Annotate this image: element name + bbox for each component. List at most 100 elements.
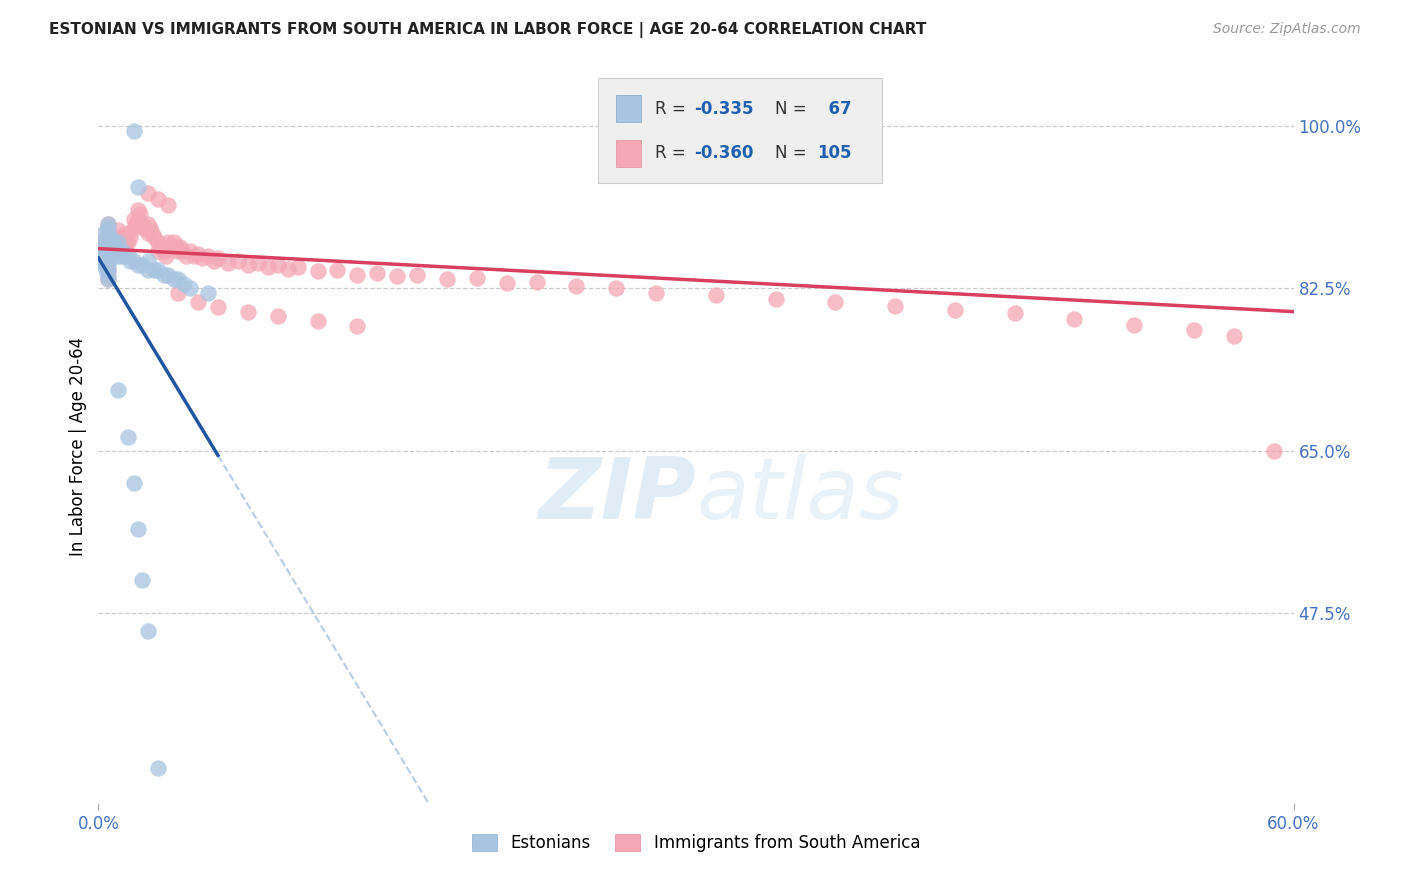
Point <box>267 258 290 272</box>
Point <box>346 318 368 333</box>
Point <box>97 263 120 277</box>
Point <box>124 476 146 491</box>
Point <box>97 240 120 254</box>
Point <box>183 249 205 263</box>
Point <box>246 256 269 270</box>
Point <box>96 258 118 272</box>
Point <box>179 281 201 295</box>
Point <box>112 249 135 263</box>
Point <box>98 235 122 249</box>
Y-axis label: In Labor Force | Age 20-64: In Labor Force | Age 20-64 <box>69 336 87 556</box>
Point <box>93 235 115 249</box>
Point <box>97 244 120 259</box>
Point <box>93 258 115 272</box>
Point <box>117 249 139 263</box>
Point <box>1004 306 1026 320</box>
Point <box>366 266 388 280</box>
Point <box>207 300 229 314</box>
Point <box>93 240 115 254</box>
Point <box>346 268 368 282</box>
Point <box>101 244 124 259</box>
Point <box>1263 443 1285 458</box>
Point <box>96 263 118 277</box>
Point <box>307 264 329 278</box>
Point <box>93 244 115 259</box>
Point <box>187 247 209 261</box>
Point <box>172 244 194 259</box>
Point <box>97 272 120 286</box>
Point <box>91 249 114 263</box>
Point <box>96 244 118 259</box>
Point <box>465 271 488 285</box>
Point <box>236 258 259 272</box>
Point <box>124 221 146 235</box>
Point <box>191 251 214 265</box>
Text: N =: N = <box>775 100 811 118</box>
Point <box>148 244 170 259</box>
Point <box>157 235 180 249</box>
Point <box>117 235 139 249</box>
Point <box>1063 312 1085 326</box>
Point <box>127 523 149 537</box>
Point <box>93 253 115 268</box>
Point <box>148 235 170 249</box>
Point <box>120 230 142 244</box>
Point <box>97 268 120 282</box>
Point <box>495 276 517 290</box>
Point <box>943 302 966 317</box>
Point <box>131 258 153 272</box>
Text: R =: R = <box>655 100 692 118</box>
Point <box>526 275 548 289</box>
Point <box>112 239 135 253</box>
Point <box>129 207 152 221</box>
Point <box>111 244 134 259</box>
Point <box>169 240 191 254</box>
Point <box>136 263 159 277</box>
Text: ESTONIAN VS IMMIGRANTS FROM SOUTH AMERICA IN LABOR FORCE | AGE 20-64 CORRELATION: ESTONIAN VS IMMIGRANTS FROM SOUTH AMERIC… <box>49 22 927 38</box>
Point <box>197 286 219 301</box>
Point <box>96 251 118 265</box>
Point <box>105 238 128 252</box>
Text: ZIP: ZIP <box>538 454 696 538</box>
Point <box>236 304 259 318</box>
Point <box>93 249 115 263</box>
Point <box>143 230 166 244</box>
Point <box>307 314 329 328</box>
Point <box>96 240 118 254</box>
Legend: Estonians, Immigrants from South America: Estonians, Immigrants from South America <box>465 827 927 859</box>
Text: -0.335: -0.335 <box>695 100 754 118</box>
Point <box>97 235 120 249</box>
Point <box>97 235 120 249</box>
Point <box>91 240 114 254</box>
Text: N =: N = <box>775 145 811 162</box>
Point <box>148 761 170 775</box>
Point <box>97 272 120 286</box>
Point <box>207 251 229 265</box>
Point <box>163 235 186 249</box>
Text: -0.360: -0.360 <box>695 145 754 162</box>
Point <box>127 258 149 272</box>
Point <box>141 226 163 240</box>
Point <box>406 268 429 282</box>
Point <box>97 217 120 231</box>
Point <box>105 240 128 254</box>
Point <box>159 240 181 254</box>
Point <box>202 253 225 268</box>
Point <box>157 198 180 212</box>
Point <box>131 217 153 231</box>
Point <box>127 211 149 226</box>
Point <box>111 234 134 248</box>
Point <box>93 235 115 249</box>
Point <box>96 235 118 249</box>
Point <box>124 253 146 268</box>
Point <box>436 272 458 286</box>
Point <box>97 226 120 240</box>
Point <box>98 240 122 254</box>
Point <box>131 574 153 588</box>
Point <box>125 217 148 231</box>
Point <box>824 295 846 310</box>
Point <box>163 272 186 286</box>
Point <box>149 240 172 254</box>
Point <box>256 260 278 274</box>
Point <box>103 232 125 246</box>
